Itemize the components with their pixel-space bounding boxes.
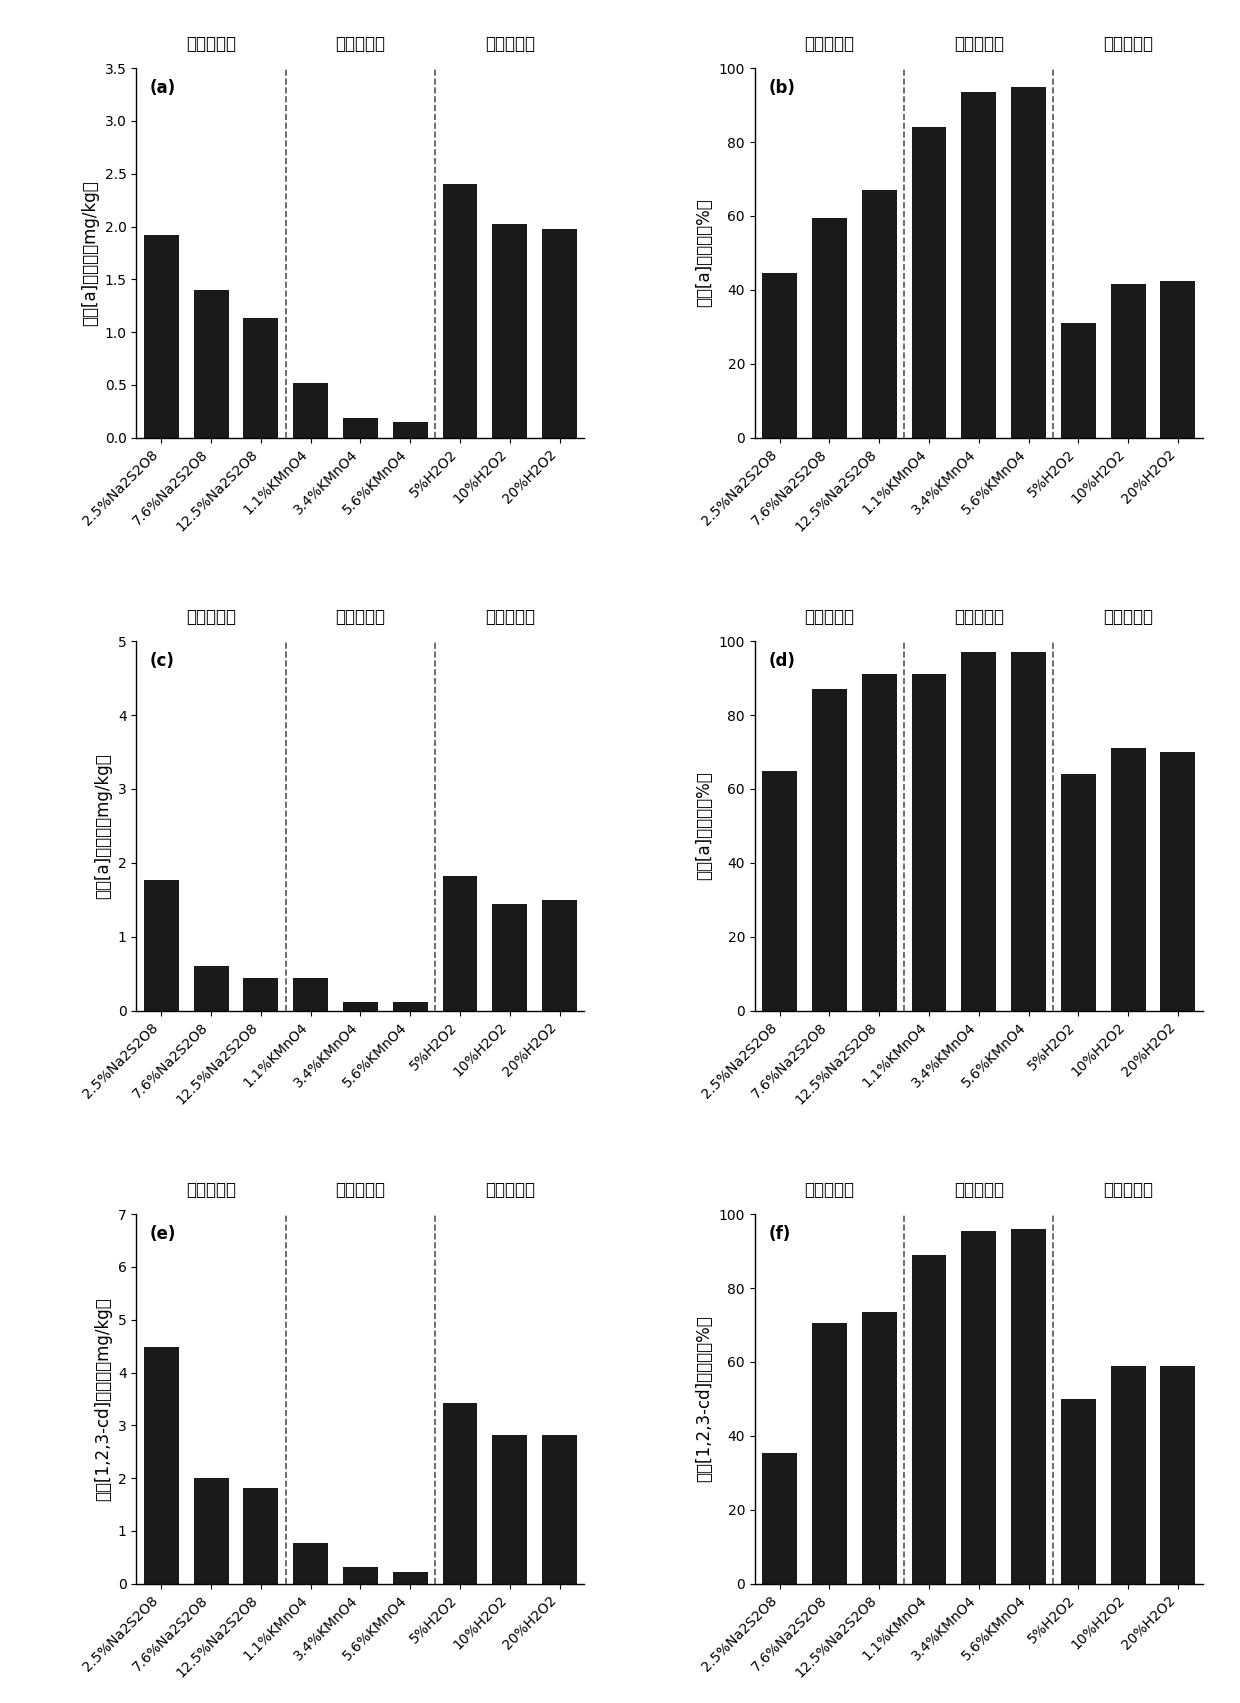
Bar bbox=[144, 880, 179, 1012]
Text: (e): (e) bbox=[150, 1224, 176, 1243]
Bar bbox=[393, 1572, 428, 1584]
Bar bbox=[1011, 87, 1047, 438]
Bar bbox=[812, 1323, 847, 1584]
Text: 过硫酸盐法: 过硫酸盐法 bbox=[805, 36, 854, 53]
Bar bbox=[911, 1255, 946, 1584]
Text: (d): (d) bbox=[768, 652, 795, 671]
Text: 芚顿试剂法: 芚顿试剂法 bbox=[1104, 1182, 1153, 1199]
Bar bbox=[343, 417, 378, 438]
Text: 过硫酸盐法: 过硫酸盐法 bbox=[805, 1182, 854, 1199]
Text: 高锶酸盐法: 高锶酸盐法 bbox=[336, 36, 386, 53]
Bar bbox=[911, 128, 946, 438]
Bar bbox=[542, 899, 577, 1012]
Bar bbox=[812, 690, 847, 1012]
Bar bbox=[862, 191, 897, 438]
Bar bbox=[1061, 1398, 1096, 1584]
Bar bbox=[443, 184, 477, 438]
Text: (f): (f) bbox=[768, 1224, 790, 1243]
Text: 芚顿试剂法: 芚顿试剂法 bbox=[1104, 608, 1153, 627]
Y-axis label: 苯并[a]撕含量（mg/kg）: 苯并[a]撕含量（mg/kg） bbox=[94, 753, 113, 899]
Text: 芚顿试剂法: 芚顿试剂法 bbox=[485, 1182, 534, 1199]
Bar bbox=[492, 1436, 527, 1584]
Bar bbox=[343, 1001, 378, 1012]
Bar bbox=[961, 1231, 996, 1584]
Text: 芚顿试剂法: 芚顿试剂法 bbox=[485, 36, 534, 53]
Bar bbox=[243, 978, 278, 1012]
Y-axis label: 苯并[a]撕含量（mg/kg）: 苯并[a]撕含量（mg/kg） bbox=[81, 181, 99, 325]
Bar bbox=[763, 1453, 797, 1584]
Bar bbox=[193, 1478, 228, 1584]
Bar bbox=[862, 674, 897, 1012]
Bar bbox=[293, 383, 329, 438]
Bar bbox=[443, 1403, 477, 1584]
Bar bbox=[492, 904, 527, 1012]
Bar bbox=[1011, 1230, 1047, 1584]
Bar bbox=[763, 770, 797, 1012]
Bar bbox=[812, 218, 847, 438]
Bar bbox=[961, 652, 996, 1012]
Text: 高锶酸盐法: 高锶酸盐法 bbox=[954, 608, 1003, 627]
Bar bbox=[144, 1347, 179, 1584]
Bar bbox=[1161, 753, 1195, 1012]
Text: (c): (c) bbox=[150, 652, 175, 671]
Bar bbox=[144, 235, 179, 438]
Bar bbox=[492, 225, 527, 438]
Bar bbox=[763, 272, 797, 438]
Bar bbox=[193, 966, 228, 1012]
Bar bbox=[193, 290, 228, 438]
Bar bbox=[1061, 775, 1096, 1012]
Text: (a): (a) bbox=[150, 80, 176, 97]
Bar bbox=[343, 1567, 378, 1584]
Y-axis label: 苯并[a]去除率（%）: 苯并[a]去除率（%） bbox=[696, 771, 713, 880]
Bar bbox=[1111, 748, 1146, 1012]
Bar bbox=[542, 1436, 577, 1584]
Bar bbox=[393, 1001, 428, 1012]
Y-axis label: 苯并[1,2,3-cd]去除率（%）: 苯并[1,2,3-cd]去除率（%） bbox=[696, 1316, 713, 1482]
Bar bbox=[862, 1311, 897, 1584]
Bar bbox=[1111, 1366, 1146, 1584]
Bar bbox=[1161, 281, 1195, 438]
Bar bbox=[1011, 652, 1047, 1012]
Bar bbox=[1111, 284, 1146, 438]
Bar bbox=[293, 1543, 329, 1584]
Bar bbox=[1161, 1366, 1195, 1584]
Text: 过硫酸盐法: 过硫酸盐法 bbox=[186, 1182, 236, 1199]
Bar bbox=[443, 877, 477, 1012]
Text: (b): (b) bbox=[768, 80, 795, 97]
Y-axis label: 苯并[a]去除率（%）: 苯并[a]去除率（%） bbox=[696, 199, 713, 307]
Bar bbox=[1061, 324, 1096, 438]
Text: 高锶酸盐法: 高锶酸盐法 bbox=[336, 608, 386, 627]
Text: 芚顿试剂法: 芚顿试剂法 bbox=[485, 608, 534, 627]
Text: 高锶酸盐法: 高锶酸盐法 bbox=[954, 1182, 1003, 1199]
Bar bbox=[293, 978, 329, 1012]
Bar bbox=[911, 674, 946, 1012]
Y-axis label: 苯并[1,2,3-cd]撕含量（mg/kg）: 苯并[1,2,3-cd]撕含量（mg/kg） bbox=[94, 1298, 113, 1500]
Text: 高锶酸盐法: 高锶酸盐法 bbox=[954, 36, 1003, 53]
Bar bbox=[393, 422, 428, 438]
Text: 高锶酸盐法: 高锶酸盐法 bbox=[336, 1182, 386, 1199]
Bar bbox=[961, 92, 996, 438]
Bar bbox=[243, 1488, 278, 1584]
Text: 芚顿试剂法: 芚顿试剂法 bbox=[1104, 36, 1153, 53]
Bar bbox=[243, 318, 278, 438]
Text: 过硫酸盐法: 过硫酸盐法 bbox=[805, 608, 854, 627]
Text: 过硫酸盐法: 过硫酸盐法 bbox=[186, 608, 236, 627]
Bar bbox=[542, 228, 577, 438]
Text: 过硫酸盐法: 过硫酸盐法 bbox=[186, 36, 236, 53]
